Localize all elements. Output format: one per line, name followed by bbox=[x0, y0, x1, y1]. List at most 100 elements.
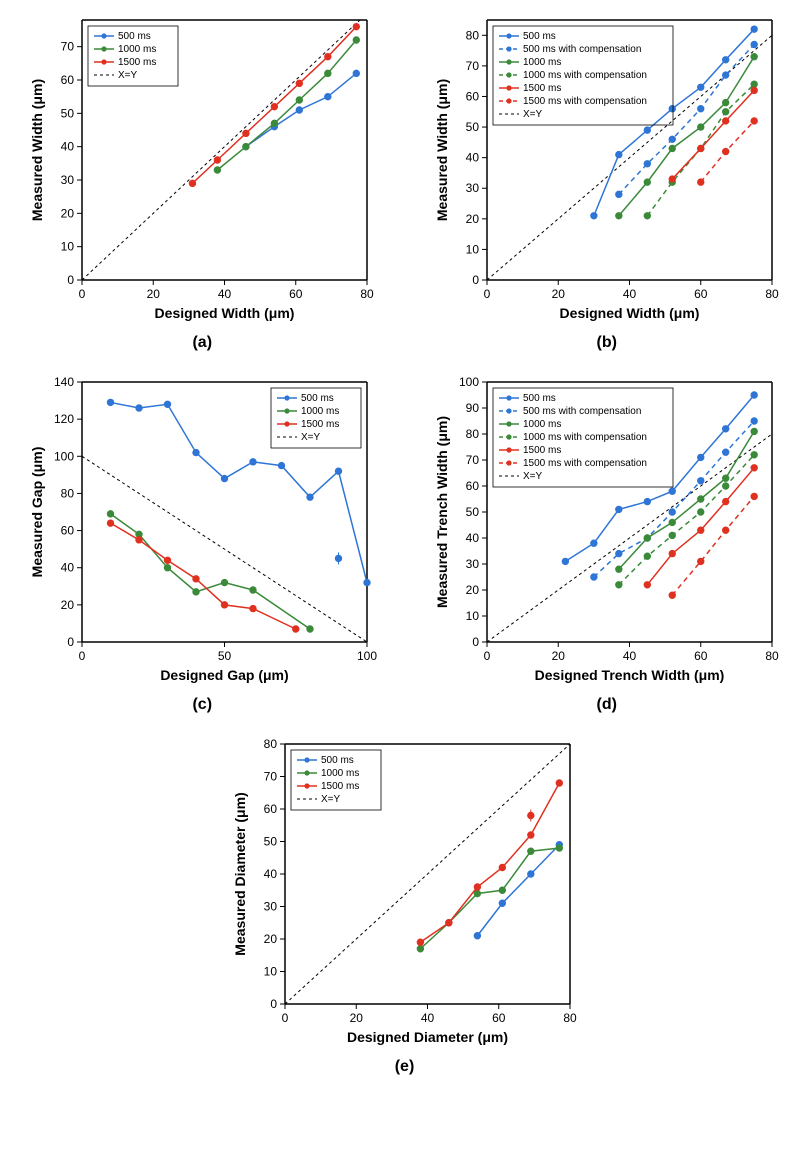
y-axis-label: Measured Gap (μm) bbox=[29, 447, 45, 578]
data-point bbox=[165, 565, 171, 571]
svg-text:40: 40 bbox=[623, 287, 637, 301]
data-point bbox=[697, 478, 703, 484]
data-point bbox=[499, 900, 505, 906]
legend-label: 1000 ms bbox=[523, 57, 561, 68]
data-point bbox=[590, 574, 596, 580]
data-point bbox=[722, 57, 728, 63]
data-point bbox=[669, 550, 675, 556]
data-point bbox=[722, 109, 728, 115]
chart-panel-b: 02040608001020304050607080Designed Width… bbox=[427, 10, 787, 352]
legend-label: 1000 ms bbox=[523, 419, 561, 430]
svg-text:40: 40 bbox=[623, 649, 637, 663]
svg-text:40: 40 bbox=[61, 561, 75, 575]
data-point bbox=[644, 179, 650, 185]
data-point bbox=[751, 118, 757, 124]
data-point bbox=[527, 832, 533, 838]
svg-text:20: 20 bbox=[263, 932, 277, 946]
data-point bbox=[669, 145, 675, 151]
svg-text:20: 20 bbox=[465, 583, 479, 597]
panel-caption: (d) bbox=[597, 696, 617, 714]
data-point bbox=[615, 191, 621, 197]
svg-text:40: 40 bbox=[465, 151, 479, 165]
chart-panel-e: 02040608001020304050607080Designed Diame… bbox=[225, 734, 585, 1076]
data-point bbox=[364, 579, 370, 585]
data-point bbox=[214, 167, 220, 173]
series-line bbox=[619, 431, 754, 569]
legend: 500 ms1000 ms1500 msX=Y bbox=[291, 750, 381, 810]
data-point bbox=[193, 589, 199, 595]
svg-text:0: 0 bbox=[79, 287, 86, 301]
data-point bbox=[697, 527, 703, 533]
svg-text:0: 0 bbox=[483, 287, 490, 301]
series-line bbox=[594, 29, 754, 216]
legend-label: 1000 ms bbox=[301, 406, 339, 417]
data-point bbox=[307, 626, 313, 632]
data-point bbox=[644, 213, 650, 219]
data-point bbox=[697, 179, 703, 185]
data-point bbox=[722, 449, 728, 455]
data-point bbox=[136, 537, 142, 543]
svg-text:0: 0 bbox=[281, 1011, 288, 1025]
data-point bbox=[615, 213, 621, 219]
data-point bbox=[751, 418, 757, 424]
legend-label: 500 ms bbox=[523, 31, 556, 42]
legend-label: 1000 ms bbox=[321, 768, 359, 779]
panel-caption: (b) bbox=[597, 334, 617, 352]
data-point bbox=[243, 143, 249, 149]
legend-label: 1500 ms bbox=[321, 781, 359, 792]
series-line bbox=[477, 845, 559, 936]
panel-caption: (a) bbox=[192, 334, 212, 352]
data-point bbox=[722, 148, 728, 154]
svg-text:10: 10 bbox=[465, 609, 479, 623]
data-point bbox=[108, 520, 114, 526]
chart-svg: 020406080010203040506070Designed Width (… bbox=[22, 10, 382, 330]
legend-label: 500 ms with compensation bbox=[523, 44, 641, 55]
svg-text:60: 60 bbox=[263, 802, 277, 816]
data-point bbox=[474, 933, 480, 939]
chart-svg: 02040608001020304050607080Designed Width… bbox=[427, 10, 787, 330]
data-point bbox=[590, 540, 596, 546]
svg-text:70: 70 bbox=[465, 453, 479, 467]
data-point bbox=[722, 527, 728, 533]
data-point bbox=[644, 553, 650, 559]
y-axis-label: Measured Trench Width (μm) bbox=[434, 416, 450, 608]
svg-text:80: 80 bbox=[465, 28, 479, 42]
data-point bbox=[669, 488, 675, 494]
data-point bbox=[474, 884, 480, 890]
data-point bbox=[325, 70, 331, 76]
svg-text:0: 0 bbox=[68, 635, 75, 649]
data-point bbox=[590, 213, 596, 219]
svg-text:10: 10 bbox=[263, 965, 277, 979]
data-point bbox=[445, 920, 451, 926]
data-point bbox=[165, 401, 171, 407]
data-point bbox=[697, 145, 703, 151]
x-axis-label: Designed Gap (μm) bbox=[161, 667, 289, 683]
svg-text:20: 20 bbox=[147, 287, 161, 301]
svg-text:20: 20 bbox=[551, 287, 565, 301]
data-point bbox=[243, 130, 249, 136]
svg-text:0: 0 bbox=[270, 997, 277, 1011]
data-point bbox=[193, 576, 199, 582]
data-point bbox=[193, 449, 199, 455]
svg-text:50: 50 bbox=[218, 649, 232, 663]
svg-text:60: 60 bbox=[289, 287, 303, 301]
data-point bbox=[697, 496, 703, 502]
svg-text:40: 40 bbox=[218, 287, 232, 301]
data-point bbox=[751, 26, 757, 32]
data-point bbox=[751, 493, 757, 499]
data-point bbox=[644, 161, 650, 167]
x-axis-label: Designed Trench Width (μm) bbox=[534, 667, 724, 683]
data-point bbox=[271, 103, 277, 109]
data-point bbox=[562, 558, 568, 564]
svg-text:0: 0 bbox=[483, 649, 490, 663]
data-point bbox=[669, 509, 675, 515]
data-point bbox=[751, 41, 757, 47]
data-point bbox=[499, 864, 505, 870]
legend-label: 1500 ms bbox=[118, 57, 156, 68]
svg-text:80: 80 bbox=[465, 427, 479, 441]
data-point bbox=[697, 558, 703, 564]
data-point bbox=[722, 72, 728, 78]
data-point bbox=[615, 582, 621, 588]
chart-panel-a: 020406080010203040506070Designed Width (… bbox=[22, 10, 382, 352]
data-point bbox=[697, 106, 703, 112]
